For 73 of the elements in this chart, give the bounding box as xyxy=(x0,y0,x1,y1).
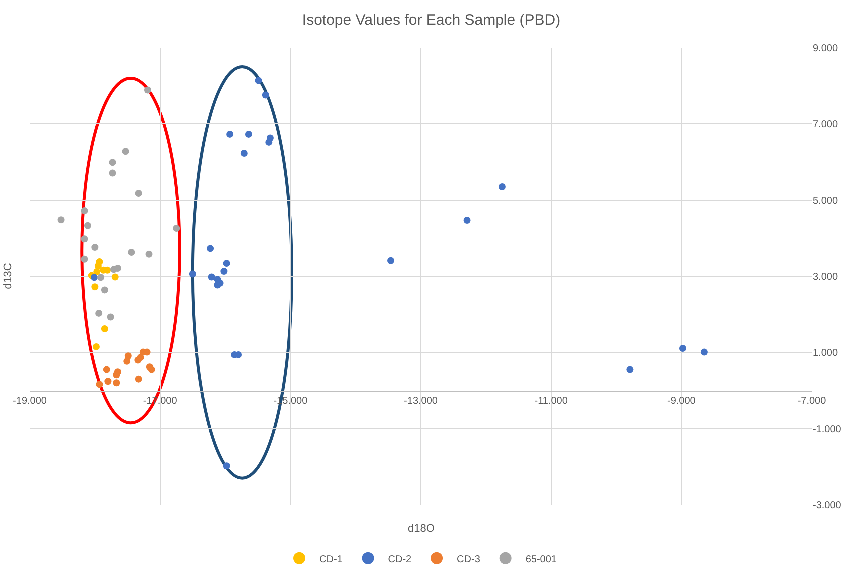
y-axis-title: d13C xyxy=(2,263,14,290)
point xyxy=(113,372,120,379)
point xyxy=(220,268,228,276)
point xyxy=(94,268,101,276)
point xyxy=(135,376,142,383)
point xyxy=(626,366,634,374)
point xyxy=(96,381,104,388)
point xyxy=(107,314,114,321)
point xyxy=(101,286,108,294)
point xyxy=(137,354,144,362)
y-tick-label: 3.000 xyxy=(813,272,838,283)
point xyxy=(498,184,506,190)
legend-label: 65-001 xyxy=(526,554,558,566)
point xyxy=(700,348,708,356)
point xyxy=(104,378,112,386)
legend-label: CD-2 xyxy=(388,554,412,566)
point xyxy=(255,77,262,84)
point xyxy=(96,310,103,317)
legend-label: CD-3 xyxy=(457,554,481,566)
point xyxy=(245,130,252,138)
y-tick-label: 1.000 xyxy=(813,348,838,360)
point xyxy=(112,274,119,281)
legend-label: CD-1 xyxy=(320,554,344,566)
point xyxy=(226,130,234,138)
chart-title: Isotope Values for Each Sample (PBD) xyxy=(302,12,561,30)
y-tick-label: -1.000 xyxy=(813,424,842,436)
point xyxy=(679,344,686,352)
point xyxy=(208,274,216,281)
y-tick-label: -3.000 xyxy=(813,500,842,512)
point xyxy=(109,159,116,166)
point xyxy=(207,245,214,252)
point xyxy=(464,217,471,224)
point xyxy=(122,148,130,156)
point xyxy=(266,138,273,146)
point xyxy=(114,265,122,272)
point xyxy=(124,358,131,365)
point xyxy=(189,270,196,278)
point xyxy=(214,282,222,289)
point xyxy=(128,249,136,256)
point xyxy=(98,274,105,282)
point xyxy=(92,284,99,291)
point xyxy=(103,366,110,374)
point xyxy=(223,462,230,470)
point xyxy=(113,380,120,387)
point xyxy=(146,250,153,258)
x-tick-label: -19.000 xyxy=(13,396,48,407)
x-tick-label: -13.000 xyxy=(404,396,438,407)
point xyxy=(388,257,395,264)
point xyxy=(92,244,99,252)
point xyxy=(101,326,108,333)
x-axis-title: d18O xyxy=(408,523,436,535)
point xyxy=(81,256,88,263)
point xyxy=(240,150,248,157)
point xyxy=(173,225,180,232)
point xyxy=(262,92,270,99)
point xyxy=(144,86,152,94)
point xyxy=(109,170,116,177)
x-tick-label: -11.000 xyxy=(534,396,568,407)
point xyxy=(135,190,142,197)
y-tick-label: 7.000 xyxy=(813,120,838,131)
point xyxy=(84,222,92,230)
point xyxy=(223,260,230,268)
y-tick-label: 9.000 xyxy=(813,44,838,54)
point xyxy=(94,262,102,270)
point xyxy=(148,366,156,374)
point xyxy=(81,208,88,214)
point xyxy=(81,236,88,243)
point xyxy=(58,216,65,224)
point xyxy=(92,343,100,350)
x-tick-label: -9.000 xyxy=(667,396,696,407)
x-tick-label: -7.000 xyxy=(798,396,827,407)
y-tick-label: 5.000 xyxy=(813,196,838,207)
point xyxy=(91,274,98,282)
